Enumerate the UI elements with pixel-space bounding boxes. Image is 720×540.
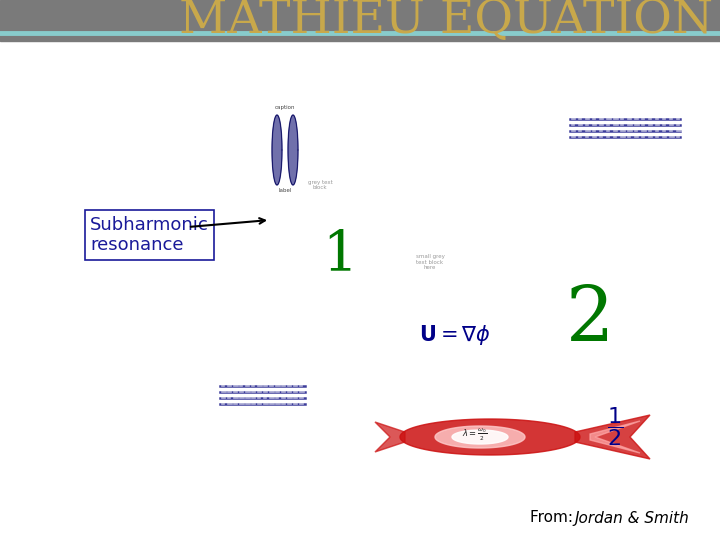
- Polygon shape: [452, 430, 508, 444]
- Text: grey text
block: grey text block: [307, 180, 333, 191]
- Text: Subharmonic
resonance: Subharmonic resonance: [90, 215, 209, 254]
- Bar: [0, 0, 720, 40]
- Polygon shape: [435, 426, 525, 448]
- Text: From:: From:: [530, 510, 578, 525]
- Polygon shape: [375, 422, 405, 452]
- Polygon shape: [288, 115, 298, 185]
- Text: MATHIEU EQUATION: MATHIEU EQUATION: [179, 0, 714, 43]
- Text: label: label: [279, 187, 292, 192]
- Text: small grey
text block
here: small grey text block here: [415, 254, 444, 271]
- Polygon shape: [575, 415, 650, 459]
- Text: Jordan & Smith: Jordan & Smith: [574, 510, 689, 525]
- Text: 2: 2: [566, 283, 614, 357]
- Text: $\dfrac{1}{2}$: $\dfrac{1}{2}$: [607, 406, 623, 449]
- Text: caption: caption: [275, 105, 295, 111]
- Text: $\lambda=\frac{\omega_0}{2}$: $\lambda=\frac{\omega_0}{2}$: [462, 427, 487, 443]
- Polygon shape: [272, 115, 282, 185]
- Text: 1: 1: [323, 228, 358, 282]
- Polygon shape: [400, 419, 580, 455]
- Polygon shape: [590, 421, 640, 453]
- Text: $\mathbf{U} = \nabla\phi$: $\mathbf{U} = \nabla\phi$: [419, 323, 491, 347]
